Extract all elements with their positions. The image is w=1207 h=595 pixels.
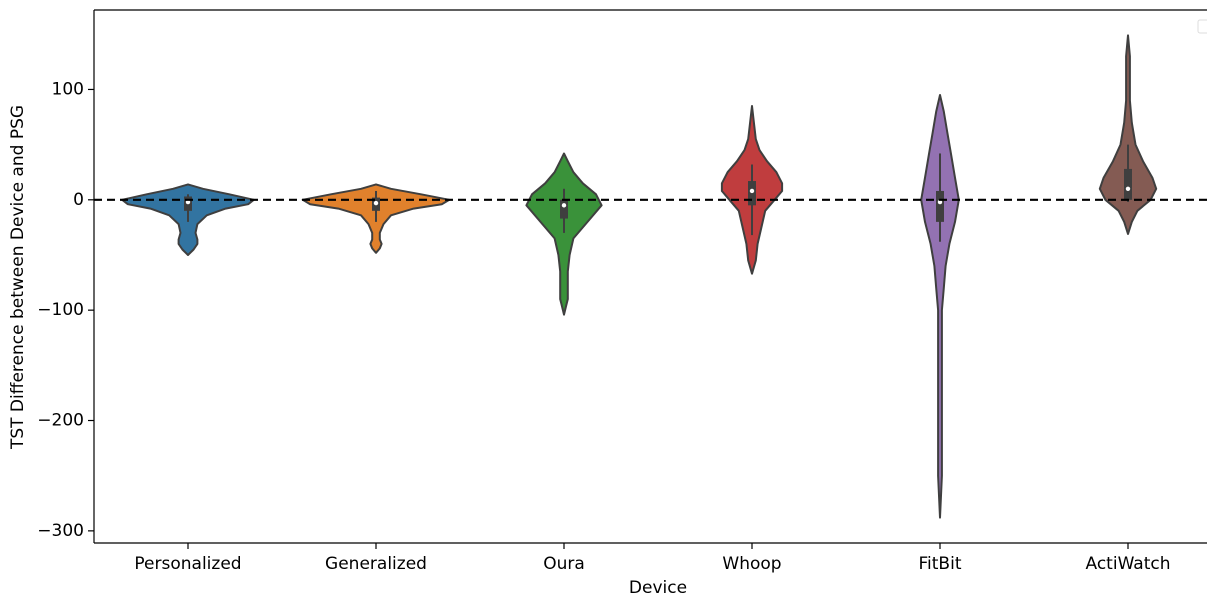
violin	[525, 152, 603, 316]
y-tick-label: −100	[37, 300, 84, 320]
y-tick-label: 0	[73, 190, 84, 210]
y-tick-label: −300	[37, 521, 84, 541]
y-axis-label: TST Difference between Device and PSG	[8, 105, 28, 450]
y-tick-label: −200	[37, 411, 84, 431]
y-tick-label: 100	[52, 79, 84, 99]
x-tick-label: FitBit	[919, 554, 962, 574]
box	[936, 190, 944, 222]
x-tick-label: ActiWatch	[1086, 554, 1171, 574]
box	[748, 181, 756, 206]
median	[1125, 186, 1131, 191]
box	[1124, 168, 1132, 200]
median	[937, 199, 943, 205]
box	[560, 199, 568, 219]
legend-box	[1197, 19, 1207, 34]
median	[185, 199, 191, 205]
x-tick-label: Personalized	[134, 554, 241, 574]
x-tick-label: Oura	[543, 554, 585, 574]
median	[561, 203, 567, 208]
violin	[1098, 34, 1158, 235]
x-axis-label: Device	[629, 578, 687, 595]
x-tick-label: Whoop	[722, 554, 781, 574]
median	[749, 188, 755, 194]
x-tick-label: Generalized	[325, 554, 427, 574]
median	[373, 200, 379, 206]
